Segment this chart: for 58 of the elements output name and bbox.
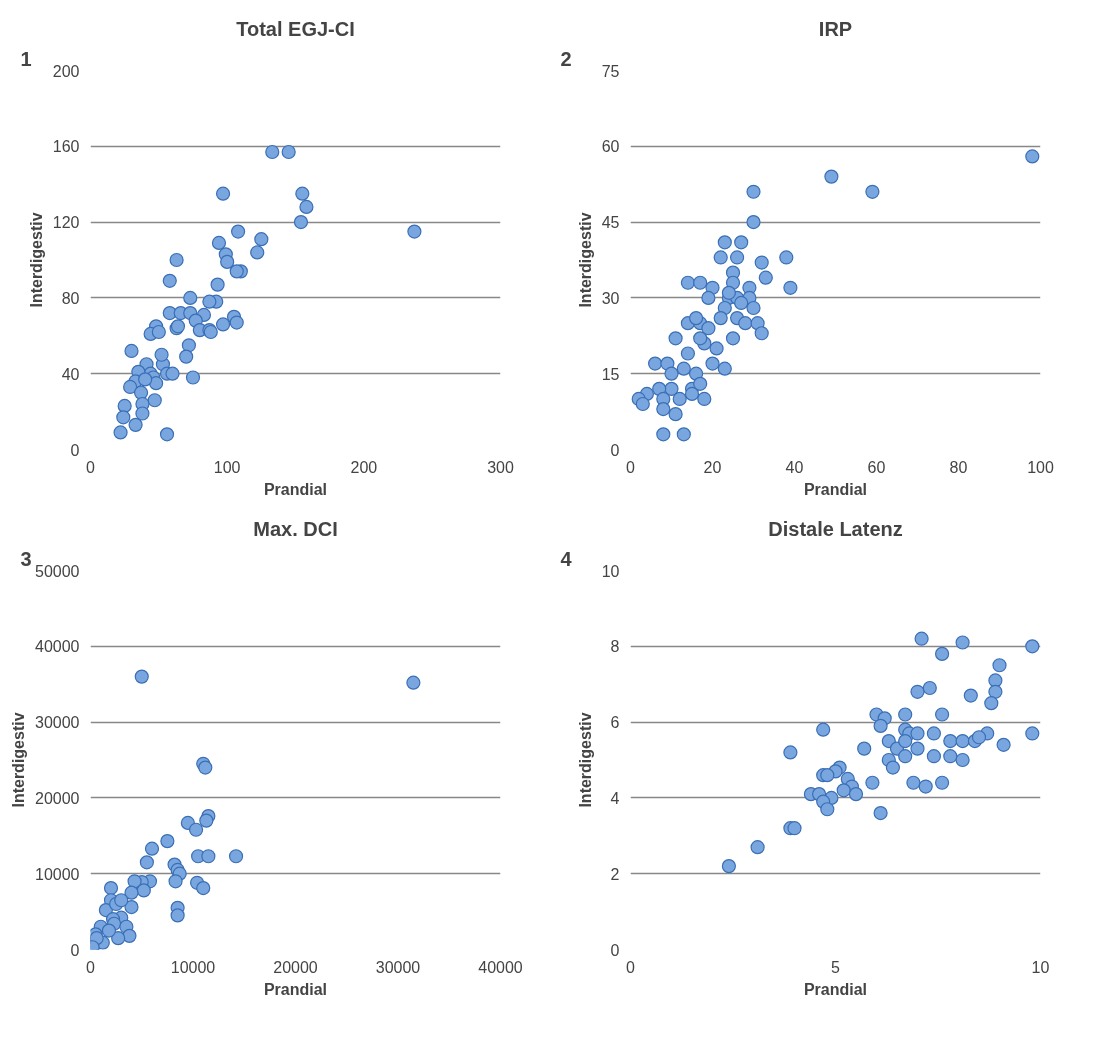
y-tick-label: 0 — [70, 941, 80, 959]
x-tick-label: 0 — [86, 958, 96, 976]
chart-title: IRP — [818, 17, 853, 40]
y-tick-label: 40 — [61, 365, 80, 383]
text: 4 — [560, 547, 573, 570]
text: 3 — [20, 547, 32, 570]
y-tick-label: 30000 — [35, 714, 80, 732]
chart-title: Distale Latenz — [768, 517, 903, 540]
x-tick-label: 0 — [86, 458, 96, 476]
x-tick-label: 10 — [1031, 958, 1050, 976]
x-tick-label: 30000 — [375, 958, 421, 976]
x-tick-label: 300 — [487, 458, 514, 476]
x-tick-label: 0 — [626, 458, 636, 476]
x-tick-label: 100 — [1027, 458, 1054, 476]
y-tick-label: 75 — [601, 62, 620, 80]
y-tick-label: 80 — [61, 289, 80, 307]
y-axis-title: Interdigestiv — [27, 212, 45, 308]
x-tick-label: 100 — [213, 458, 241, 476]
y-tick-label: 0 — [610, 941, 620, 959]
x-axis-title: Prandial — [263, 480, 328, 498]
x-tick-label: 60 — [867, 458, 886, 476]
x-tick-label: 200 — [350, 458, 378, 476]
x-tick-label: 5 — [831, 958, 841, 976]
chart-title: Total EGJ-CI — [236, 17, 355, 40]
y-tick-label: 30 — [601, 289, 620, 307]
y-tick-label: 160 — [52, 138, 80, 156]
y-tick-label: 10000 — [35, 865, 80, 883]
x-tick-label: 40 — [785, 458, 804, 476]
y-tick-label: 40000 — [35, 638, 80, 656]
y-tick-label: 200 — [52, 62, 80, 80]
y-tick-label: 120 — [52, 214, 80, 232]
y-tick-label: 6 — [610, 714, 620, 732]
y-tick-label: 2 — [610, 865, 620, 883]
y-tick-label: 4 — [610, 789, 620, 807]
x-tick-label: 80 — [949, 458, 968, 476]
x-axis-title: Prandial — [263, 980, 328, 998]
y-tick-label: 20000 — [35, 789, 80, 807]
x-tick-label: 10000 — [170, 958, 216, 976]
y-tick-label: 0 — [70, 441, 80, 459]
x-tick-label: 40000 — [478, 958, 523, 976]
text: 2 — [560, 47, 572, 70]
text: 1 — [20, 47, 32, 70]
y-tick-label: 15 — [601, 365, 620, 383]
y-tick-label: 10 — [601, 562, 620, 580]
y-tick-label: 0 — [610, 441, 620, 459]
y-axis-title: Interdigestiv — [10, 712, 28, 808]
y-tick-label: 45 — [601, 214, 620, 232]
x-tick-label: 20000 — [273, 958, 318, 976]
y-tick-label: 50000 — [35, 562, 80, 580]
y-tick-label: 60 — [601, 138, 620, 156]
chart-title: Max. DCI — [253, 517, 338, 540]
x-tick-label: 20 — [703, 458, 722, 476]
x-axis-title: Prandial — [803, 480, 868, 498]
y-tick-label: 8 — [610, 638, 620, 656]
x-axis-title: Prandial — [803, 980, 868, 998]
y-axis-title: Interdigestiv — [576, 212, 594, 308]
y-axis-title: Interdigestiv — [576, 712, 594, 808]
x-tick-label: 0 — [626, 958, 636, 976]
